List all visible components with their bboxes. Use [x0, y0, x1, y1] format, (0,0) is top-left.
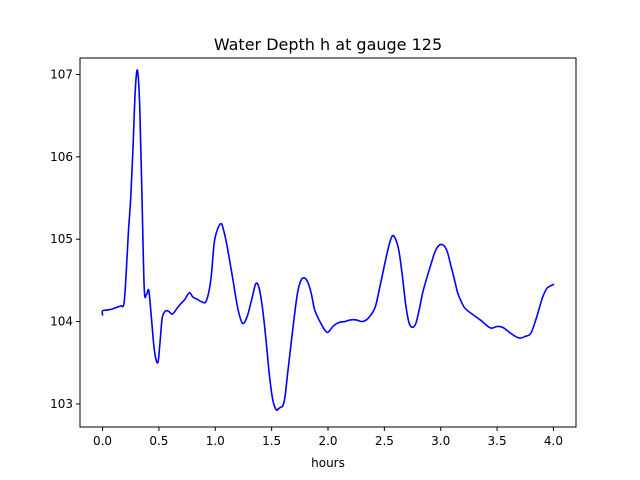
x-axis: 0.0 0.5 1.0 1.5 2.0 2.5 3.0 3.5 4.0 [93, 427, 563, 448]
y-tick-label: 107 [50, 67, 73, 81]
x-tick-label: 0.0 [93, 434, 112, 448]
y-tick-label: 106 [50, 150, 73, 164]
water-depth-line [101, 69, 555, 412]
x-tick-label: 3.5 [488, 434, 507, 448]
x-tick-label: 1.0 [206, 434, 225, 448]
x-axis-label: hours [311, 456, 345, 470]
x-tick-label: 0.5 [149, 434, 168, 448]
y-axis: 103 104 105 106 107 [50, 67, 80, 411]
y-tick-label: 103 [50, 397, 73, 411]
x-tick-label: 3.0 [431, 434, 450, 448]
y-tick-label: 105 [50, 232, 73, 246]
x-tick-label: 2.0 [318, 434, 337, 448]
x-tick-label: 4.0 [544, 434, 563, 448]
plot-frame [79, 57, 577, 428]
chart-title: Water Depth h at gauge 125 [214, 35, 442, 54]
x-tick-label: 1.5 [262, 434, 281, 448]
y-tick-label: 104 [50, 315, 73, 329]
x-tick-label: 2.5 [375, 434, 394, 448]
